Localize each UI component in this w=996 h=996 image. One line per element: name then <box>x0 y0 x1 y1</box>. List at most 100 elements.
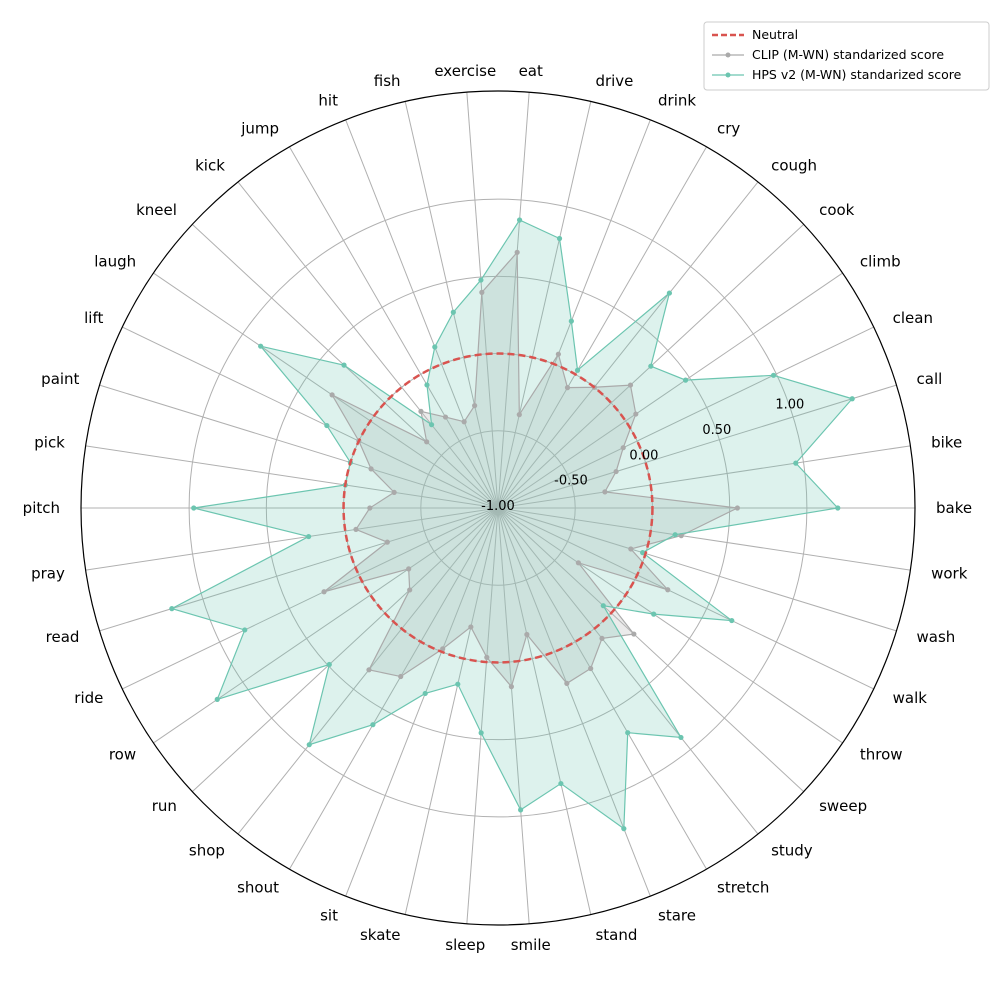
spoke-exercise <box>466 92 499 509</box>
series-0-point-cook <box>627 382 634 388</box>
category-label-skate: skate <box>360 926 401 944</box>
series-0-point-row <box>406 566 412 572</box>
category-label-walk: walk <box>893 689 928 707</box>
series-1-point-skate <box>455 681 461 687</box>
series-0-point-smile <box>508 684 514 690</box>
category-label-cry: cry <box>717 120 740 138</box>
series-1-point-throw <box>651 611 657 617</box>
spoke-eat <box>497 92 530 509</box>
spoke-sit <box>345 507 499 897</box>
spoke-cry <box>497 146 707 509</box>
series-1-point-smile <box>518 807 524 813</box>
series-0-point-pick <box>391 489 397 495</box>
series-1-point-ride <box>242 627 248 633</box>
series-1-point-bake <box>835 505 841 511</box>
spoke-study <box>497 507 759 835</box>
grid-circle-4 <box>188 198 808 818</box>
spoke-pick <box>85 445 499 509</box>
series-0-point-wash <box>628 546 634 552</box>
series-1-point-pray <box>306 533 312 540</box>
series-0-point-climb <box>633 411 639 417</box>
series-0-point-kick <box>418 408 424 414</box>
series-0-point-stand <box>524 631 530 638</box>
series-1-point-stare <box>621 826 627 832</box>
spoke-walk <box>497 507 874 690</box>
series-1-point-sweep <box>600 603 606 609</box>
category-label-read: read <box>46 628 80 646</box>
series-1-point-exercise <box>478 277 484 283</box>
spoke-hit <box>345 119 499 509</box>
series-0-point-sit <box>440 646 446 652</box>
series-1-point-bike <box>793 460 799 466</box>
series-1-point-cough <box>666 290 673 296</box>
legend-frame <box>703 21 990 91</box>
series-1-point-study <box>678 734 684 741</box>
radial-tick-0: -1.00 <box>481 499 515 514</box>
series-0-area <box>324 252 738 687</box>
series-0-point-clean <box>620 445 626 451</box>
legend: Neutral CLIP (M-WN) standarized score HP… <box>703 21 990 91</box>
spoke-cough <box>497 181 759 509</box>
series-0-point-drink <box>555 351 561 357</box>
category-label-fish: fish <box>374 72 401 90</box>
series-1-point-kneel <box>341 362 347 368</box>
series-0-point-pitch <box>367 505 373 511</box>
series-0-point-sweep <box>631 631 637 637</box>
series-1-point-walk <box>729 617 735 624</box>
spoke-row <box>153 507 499 744</box>
spoke-climb <box>497 272 843 509</box>
spoke-bike <box>497 445 911 509</box>
category-label-drink: drink <box>658 91 696 109</box>
category-label-stretch: stretch <box>717 878 769 896</box>
series-0-point-hit <box>461 419 467 425</box>
spoke-work <box>497 507 911 571</box>
spoke-paint <box>99 384 499 509</box>
series-0-point-kneel <box>424 439 430 445</box>
series-1-point-stand <box>558 780 564 787</box>
spoke-kick <box>237 181 499 509</box>
series-0-point-exercise <box>479 289 485 295</box>
spoke-smile <box>497 507 530 924</box>
spoke-throw <box>497 507 843 744</box>
category-label-paint: paint <box>41 370 79 388</box>
series-0-point-bake <box>734 505 740 511</box>
category-label-sleep: sleep <box>445 936 485 954</box>
category-label-kneel: kneel <box>136 201 177 219</box>
category-label-ride: ride <box>74 689 103 707</box>
category-label-row: row <box>109 746 136 764</box>
spoke-ride <box>122 507 499 690</box>
category-label-hit: hit <box>318 91 338 109</box>
series-0-point-sleep <box>484 654 490 660</box>
spoke-fish <box>404 101 499 509</box>
series-0-point-bike <box>602 489 608 495</box>
radial-tick-3: 0.50 <box>702 423 731 438</box>
series-1-point-wash <box>640 550 646 556</box>
series-0-point-study <box>599 635 605 642</box>
category-label-clean: clean <box>893 309 933 327</box>
category-label-sweep: sweep <box>819 797 867 815</box>
series-0-point-eat <box>514 249 520 255</box>
series-0-point-stretch <box>588 665 594 672</box>
spoke-drink <box>497 119 651 509</box>
spoke-read <box>99 507 499 632</box>
category-label-laugh: laugh <box>94 252 136 270</box>
spoke-call <box>497 384 897 509</box>
category-label-climb: climb <box>860 252 901 270</box>
category-label-stare: stare <box>658 907 696 925</box>
legend-neutral-label: Neutral <box>752 27 798 42</box>
spoke-wash <box>497 507 897 632</box>
series-0-point-drive <box>516 412 522 418</box>
category-label-pray: pray <box>31 564 65 582</box>
series-1-point-jump <box>424 382 430 388</box>
legend-clip-label: CLIP (M-WN) standarized score <box>752 47 944 62</box>
neutral-circle <box>342 352 654 664</box>
series-0-point-ride <box>321 589 327 595</box>
category-label-shop: shop <box>189 841 225 859</box>
legend-hps-marker <box>725 72 731 78</box>
radial-tick-1: -0.50 <box>554 474 588 489</box>
grid-circle-3 <box>265 275 731 741</box>
spoke-drive <box>497 101 592 509</box>
category-label-study: study <box>771 841 813 859</box>
series-1-point-lift <box>324 422 330 429</box>
